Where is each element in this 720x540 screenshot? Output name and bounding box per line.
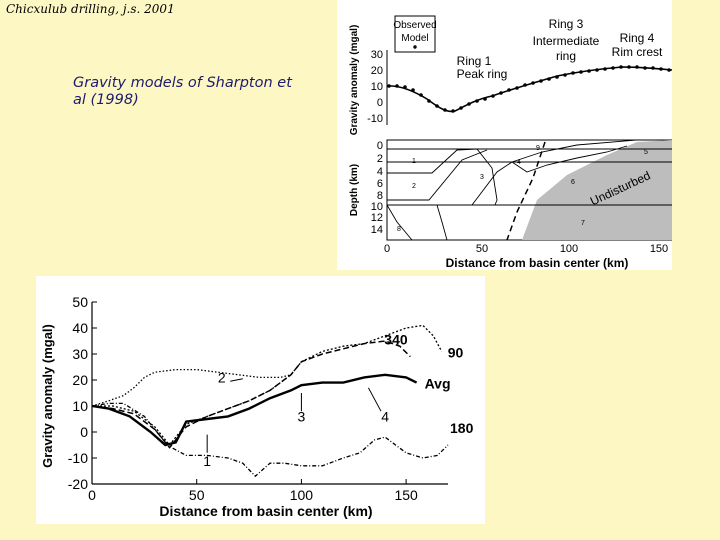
gravity-tick-30: 30 [371, 49, 383, 61]
model-x-tick-100: 100 [560, 243, 578, 255]
ring1-label-a: Ring 1 [457, 54, 492, 68]
series-line-340 [91, 340, 411, 449]
series-label-340: 340 [384, 332, 408, 348]
ring3-label-c: ring [556, 49, 576, 63]
cross-section-lines [386, 139, 672, 241]
slide-caption: Gravity models of Sharpton et al (1998) [73, 75, 292, 108]
annotation-arrow [367, 387, 382, 412]
gravity-tick-labels: 30 20 10 0 -10 [367, 49, 383, 125]
depth-tick-8: 8 [377, 190, 383, 202]
series-line-avg [91, 373, 418, 447]
chart-x-axis-label: Distance from basin center (km) [159, 503, 372, 519]
annotation-ring-1: 1 [203, 453, 211, 469]
gravity-tick-10: 10 [371, 81, 383, 93]
gravity-axis-label: Gravity anomaly (mgal) [349, 25, 360, 136]
depth-axis-label: Depth (km) [349, 164, 360, 216]
x-tick-label: 50 [189, 487, 205, 503]
sharpton-model-figure: Observed Model Ring 1 Peak ring Ring 3 I… [337, 0, 673, 270]
model-figure-svg: Observed Model Ring 1 Peak ring Ring 3 I… [349, 15, 673, 270]
model-x-tick-50: 50 [476, 243, 488, 255]
series-line-90 [92, 324, 443, 447]
series-label-180: 180 [450, 420, 474, 436]
y-tick-label: 10 [72, 398, 88, 414]
depth-tick-14: 14 [371, 224, 383, 236]
chart-labels: 90 340 Avg 180 2 3 4 1 [203, 332, 473, 469]
depth-tick-0: 0 [377, 140, 383, 152]
x-tick-label: 150 [394, 487, 418, 503]
y-tick-label: 40 [72, 320, 88, 336]
y-tick-label: 30 [72, 346, 88, 362]
model-x-tick-150: 150 [650, 243, 668, 255]
unit-1: 1 [412, 158, 416, 165]
unit-8: 8 [397, 226, 401, 233]
series-label-avg: Avg [425, 376, 451, 392]
model-gravity-curve [386, 66, 673, 113]
depth-tick-4: 4 [377, 166, 383, 178]
observed-points [387, 65, 671, 113]
x-tick-label: 0 [88, 487, 96, 503]
unit-5: 5 [644, 149, 648, 156]
ring3-label-a: Ring 3 [549, 17, 584, 31]
model-x-tick-labels: 0 50 100 150 [384, 243, 668, 255]
unit-4: 4 [517, 159, 521, 166]
annotation-ring-4: 4 [381, 409, 389, 425]
legend-dot [413, 45, 417, 49]
annotation-arrow [230, 378, 243, 382]
unit-7: 7 [581, 220, 585, 227]
unit-labels: 1 2 3 4 5 6 7 8 9 [397, 145, 648, 233]
ring3-label-b: Intermediate [533, 34, 600, 48]
y-tick-label: 20 [72, 372, 88, 388]
depth-tick-2: 2 [377, 153, 383, 165]
boundary-dashed-line [506, 141, 546, 241]
legend-observed: Observed [393, 20, 436, 31]
y-tick-label: 0 [80, 424, 88, 440]
legend-box [394, 15, 436, 53]
series-line-180 [91, 402, 449, 478]
annotation-ring-2: 2 [218, 370, 226, 386]
depth-tick-10: 10 [371, 201, 383, 213]
gravity-tick-neg10: -10 [367, 113, 383, 125]
series-line-unlabeled [91, 368, 292, 407]
model-x-tick-0: 0 [384, 243, 390, 255]
undisturbed-basement [522, 140, 672, 240]
ring4-label-b: Rim crest [612, 45, 663, 59]
gravity-tick-20: 20 [371, 65, 383, 77]
depth-tick-labels: 0 2 4 6 8 10 12 14 [371, 140, 383, 236]
unit-6: 6 [571, 179, 575, 186]
unit-9: 9 [536, 145, 540, 152]
chart-series [91, 324, 449, 478]
chart-y-axis-label: Gravity anomaly (mgal) [40, 324, 55, 468]
legend-model: Model [401, 33, 428, 44]
unit-3: 3 [480, 174, 484, 181]
unit-2: 2 [412, 183, 416, 190]
gravity-profiles-figure: 50 40 30 20 10 0 -10 -20 0 50 100 150 90 340 Avg 180 2 3… [36, 276, 485, 524]
annotation-ring-3: 3 [298, 409, 306, 425]
model-x-axis-label: Distance from basin center (km) [446, 256, 629, 270]
x-tick-label: 100 [290, 487, 314, 503]
y-tick-label: 50 [72, 294, 88, 310]
ring4-label-a: Ring 4 [620, 31, 655, 45]
y-tick-label: -10 [68, 450, 88, 466]
depth-tick-6: 6 [377, 178, 383, 190]
ring1-label-b: Peak ring [457, 67, 508, 81]
gravity-tick-0: 0 [377, 97, 383, 109]
depth-tick-12: 12 [371, 212, 383, 224]
series-label-90: 90 [448, 344, 464, 360]
y-tick-label: -20 [68, 476, 88, 492]
slide-title: Chicxulub drilling, j.s. 2001 [6, 2, 175, 16]
